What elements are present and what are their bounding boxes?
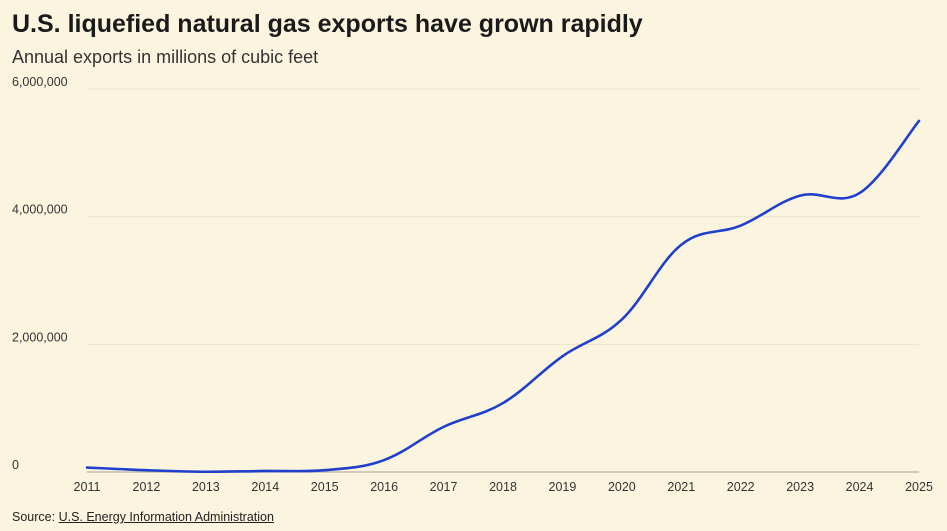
- x-tick-label: 2011: [74, 480, 101, 494]
- x-tick-label: 2014: [251, 480, 279, 494]
- x-tick-label: 2019: [549, 480, 577, 494]
- data-point-2011[interactable]: [84, 465, 90, 471]
- data-point-2021[interactable]: [678, 242, 684, 248]
- data-point-2013[interactable]: [203, 469, 209, 475]
- data-point-2015[interactable]: [322, 467, 328, 473]
- y-tick-label: 2,000,000: [12, 330, 68, 344]
- series-line: [85, 119, 921, 474]
- data-point-2014[interactable]: [262, 468, 268, 474]
- x-tick-label: 2021: [667, 480, 695, 494]
- x-tick-label: 2020: [608, 480, 636, 494]
- x-tick-label: 2017: [430, 480, 458, 494]
- line-chart: 0 2,000,000 4,000,000 6,000,000 2011 2012 201…: [12, 75, 933, 494]
- source-link[interactable]: U.S. Energy Information Administration: [58, 510, 274, 524]
- data-point-2020[interactable]: [619, 316, 625, 322]
- x-tick-label: 2015: [311, 480, 339, 494]
- data-point-2022[interactable]: [738, 223, 744, 229]
- x-tick-label: 2023: [786, 480, 814, 494]
- y-tick-label: 0: [12, 458, 19, 472]
- data-point-2016[interactable]: [381, 457, 387, 463]
- x-tick-label: 2013: [192, 480, 220, 494]
- x-tick-label: 2018: [489, 480, 517, 494]
- data-point-2018[interactable]: [500, 400, 506, 406]
- data-point-2012[interactable]: [143, 467, 149, 473]
- data-point-2024[interactable]: [857, 190, 863, 196]
- x-tick-label: 2012: [133, 480, 161, 494]
- x-tick-label: 2024: [846, 480, 874, 494]
- x-tick-label: 2022: [727, 480, 755, 494]
- data-point-2025[interactable]: [916, 118, 922, 124]
- chart-title: U.S. liquefied natural gas exports have …: [12, 10, 643, 38]
- y-tick-label: 4,000,000: [12, 203, 68, 217]
- data-point-2019[interactable]: [559, 353, 565, 359]
- data-point-2023[interactable]: [797, 193, 803, 199]
- x-tick-label: 2025: [905, 480, 933, 494]
- chart-subtitle: Annual exports in millions of cubic feet: [12, 47, 319, 67]
- y-tick-label: 6,000,000: [12, 75, 68, 89]
- source-prefix: Source:: [12, 510, 59, 524]
- source-note: Source: U.S. Energy Information Administ…: [12, 510, 274, 524]
- x-tick-label: 2016: [370, 480, 398, 494]
- data-point-2017[interactable]: [441, 424, 447, 430]
